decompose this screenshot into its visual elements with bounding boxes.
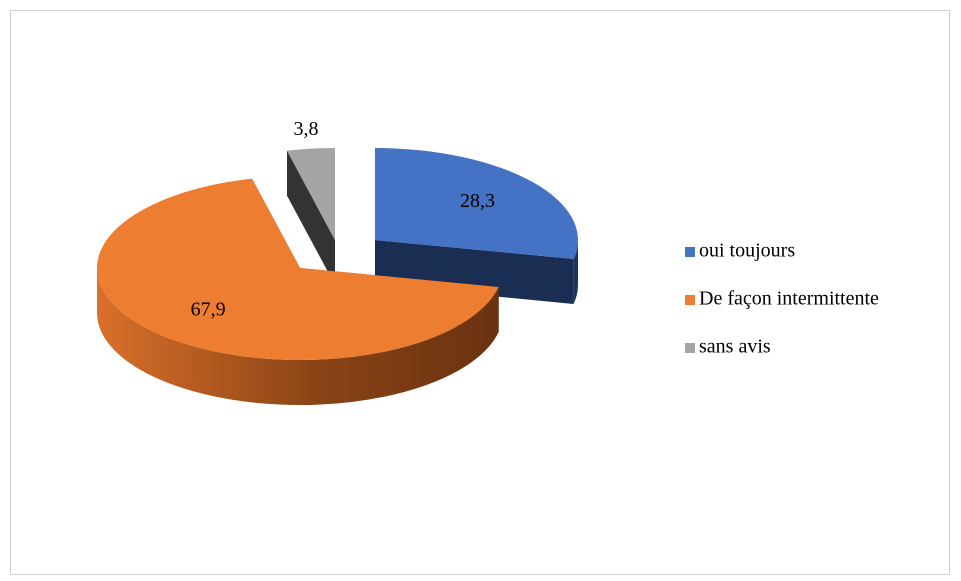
legend-label: sans avis bbox=[699, 336, 771, 358]
slice-side bbox=[97, 268, 499, 405]
legend-swatch bbox=[685, 343, 695, 353]
legend-swatch bbox=[685, 295, 695, 305]
slice bbox=[96, 178, 499, 360]
legend-label: De façon intermittente bbox=[699, 288, 879, 310]
data-label: 67,9 bbox=[191, 299, 226, 321]
slice bbox=[375, 148, 578, 259]
legend-label: oui toujours bbox=[699, 240, 795, 262]
slice-face bbox=[286, 150, 335, 285]
legend-swatch bbox=[685, 247, 695, 257]
data-label: 28,3 bbox=[460, 190, 495, 212]
data-label: 3,8 bbox=[293, 118, 318, 140]
slice-side bbox=[573, 240, 578, 304]
slice bbox=[286, 148, 335, 240]
